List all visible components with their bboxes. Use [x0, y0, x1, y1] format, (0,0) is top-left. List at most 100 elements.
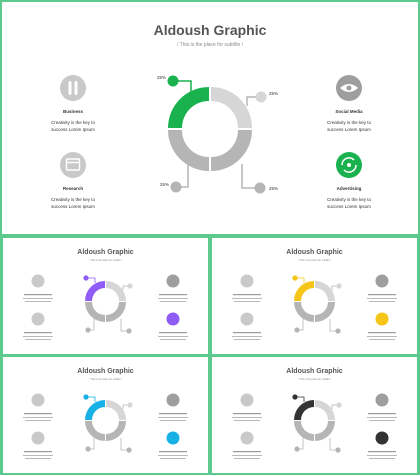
slide-subtitle: / This is the place for subtitle / — [297, 378, 332, 381]
pause-icon — [240, 274, 254, 288]
refresh-icon — [166, 431, 180, 445]
slide-title: Aldoush Graphic — [286, 368, 343, 375]
marker-bottom-right — [335, 328, 341, 334]
marker-top-left — [167, 75, 179, 87]
slide-subtitle: / This is the place for subtitle / — [176, 42, 244, 48]
thumbnail-yellow[interactable]: Aldoush Graphic / This is the place for … — [212, 238, 417, 354]
connector-bottom-right — [120, 438, 129, 451]
donut-segment-bottom-right — [315, 302, 335, 322]
eye-icon — [375, 274, 389, 288]
connector-top-left — [86, 396, 96, 402]
connector-bottom-right — [241, 164, 259, 189]
donut-segment-top-left — [294, 281, 314, 301]
social-media-label: Social Media — [335, 109, 363, 114]
refresh-icon — [336, 152, 362, 178]
marker-bottom-right — [335, 447, 341, 453]
calendar-icon — [240, 431, 254, 445]
slide-graphic — [232, 393, 397, 459]
marker-top-right — [127, 283, 133, 289]
calendar-icon — [31, 312, 45, 326]
pause-icon — [240, 393, 254, 407]
connector-bottom-right — [329, 438, 338, 451]
social-media-text-1: Creativity is the key to — [327, 120, 372, 125]
calendar-icon — [31, 431, 45, 445]
thumbnail-black[interactable]: Aldoush Graphic / This is the place for … — [212, 357, 417, 473]
donut-segment-top-right — [315, 400, 335, 420]
marker-bottom-left — [294, 446, 300, 452]
donut-segment-top-left — [168, 87, 209, 128]
connector-top-left — [295, 396, 305, 402]
marker-bottom-right — [126, 447, 132, 453]
marker-top-left — [292, 394, 298, 400]
percent-bottom-right: 25% — [269, 186, 278, 191]
percent-top-right: 25% — [269, 91, 278, 96]
pause-icon — [31, 274, 45, 288]
social-media-text-2: success Lorem Ipsum — [327, 127, 371, 132]
marker-top-right — [336, 283, 342, 289]
business-text-2: success Lorem Ipsum — [51, 127, 95, 132]
marker-top-left — [83, 394, 89, 400]
donut-segment-top-right — [315, 281, 335, 301]
slide-title: Aldoush Graphic — [77, 368, 134, 375]
pause-icon — [60, 75, 86, 101]
advertising-label: Advertising — [337, 186, 362, 191]
marker-bottom-left — [85, 327, 91, 333]
research-text-2: success Lorem Ipsum — [51, 204, 95, 209]
eye-icon — [166, 274, 180, 288]
calendar-icon — [60, 152, 86, 178]
slide-subtitle: / This is the place for subtitle / — [297, 259, 332, 262]
slide-graphic — [23, 393, 188, 459]
research-label: Research — [63, 186, 84, 191]
slide-title: Aldoush Graphic — [286, 249, 343, 256]
advertising-text-2: success Lorem Ipsum — [327, 204, 371, 209]
connector-top-left — [295, 277, 305, 283]
marker-bottom-left — [85, 446, 91, 452]
calendar-icon — [240, 312, 254, 326]
refresh-icon — [375, 431, 389, 445]
business-text-1: Creativity is the key to — [51, 120, 96, 125]
donut-segment-bottom-left — [168, 130, 209, 171]
marker-top-right — [255, 91, 267, 103]
refresh-icon — [375, 312, 389, 326]
donut-segment-bottom-left — [85, 302, 105, 322]
slide-title: Aldoush Graphic — [77, 249, 134, 256]
advertising-text-1: Creativity is the key to — [327, 197, 372, 202]
slide-subtitle: / This is the place for subtitle / — [88, 378, 123, 381]
main-slide[interactable]: Aldoush Graphic / This is the place for … — [2, 2, 418, 234]
research-text-1: Creativity is the key to — [51, 197, 96, 202]
slide-graphic — [232, 274, 397, 340]
thumbnail-purple[interactable]: Aldoush Graphic / This is the place for … — [3, 238, 208, 354]
donut-segment-top-left — [85, 400, 105, 420]
marker-top-left — [83, 275, 89, 281]
donut-segment-bottom-left — [294, 421, 314, 441]
donut-segment-top-right — [106, 400, 126, 420]
business-label: Business — [63, 109, 84, 114]
connector-bottom-right — [120, 319, 129, 332]
donut-segment-bottom-right — [315, 421, 335, 441]
donut-segment-top-right — [211, 87, 252, 128]
donut-segment-bottom-left — [85, 421, 105, 441]
slide-title: Aldoush Graphic — [153, 22, 267, 38]
donut-segment-bottom-right — [106, 421, 126, 441]
eye-icon — [336, 75, 362, 101]
thumbnail-blue[interactable]: Aldoush Graphic / This is the place for … — [3, 357, 208, 473]
marker-top-left — [292, 275, 298, 281]
connector-bottom-right — [329, 319, 338, 332]
percent-top-left: 25% — [157, 75, 166, 80]
eye-icon — [375, 393, 389, 407]
eye-icon — [166, 393, 180, 407]
donut-segment-bottom-right — [106, 302, 126, 322]
slide-graphic: 25% 25% 25% 25% Business Creativity is t… — [51, 75, 372, 209]
slide-subtitle: / This is the place for subtitle / — [88, 259, 123, 262]
donut-segment-top-left — [294, 400, 314, 420]
percent-bottom-left: 25% — [160, 182, 169, 187]
donut-segment-bottom-left — [294, 302, 314, 322]
slide-graphic — [23, 274, 188, 340]
marker-top-right — [127, 402, 133, 408]
connector-top-left — [86, 277, 96, 283]
refresh-icon — [166, 312, 180, 326]
donut-segment-bottom-right — [211, 130, 252, 171]
marker-bottom-left — [170, 181, 182, 193]
marker-bottom-left — [294, 327, 300, 333]
donut-segment-top-right — [106, 281, 126, 301]
